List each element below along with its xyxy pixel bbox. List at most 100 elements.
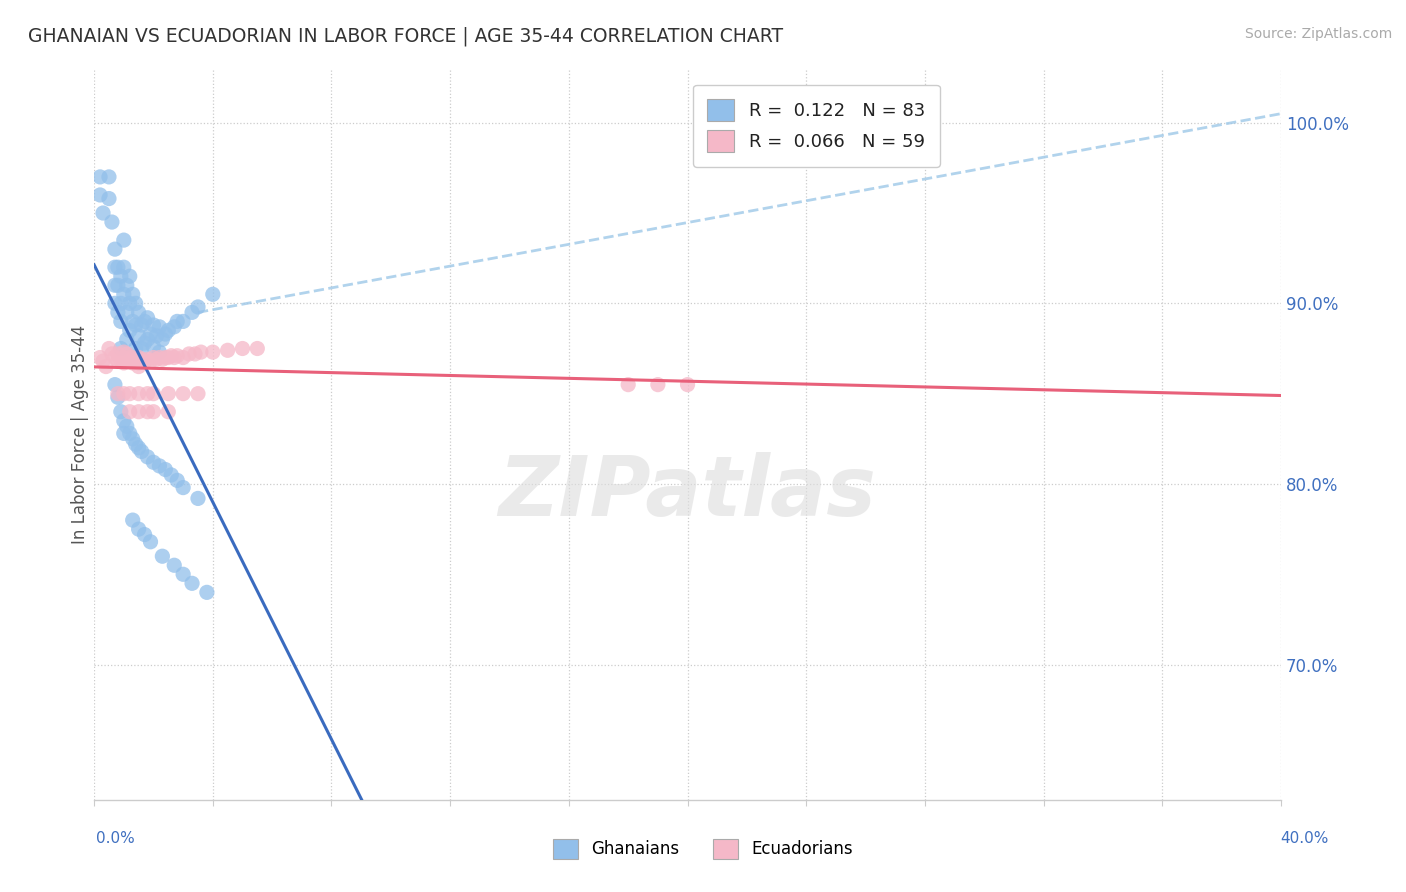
Point [157,323,180,337]
Point [201,287,224,301]
Point [121,287,143,301]
Point [115,347,138,361]
Text: 0.0%: 0.0% [96,831,135,847]
Point [128,522,150,536]
Point [217,343,239,358]
Point [118,351,141,365]
Point [124,342,146,356]
Y-axis label: In Labor Force | Age 35-44: In Labor Force | Age 35-44 [72,325,89,544]
Point [110,269,132,284]
Point [118,296,141,310]
Point [142,340,165,354]
Point [131,318,153,332]
Point [112,233,135,247]
Point [163,319,186,334]
Point [107,260,129,275]
Point [110,354,132,368]
Point [107,354,129,368]
Point [166,314,188,328]
Point [97,342,120,356]
Point [187,491,209,506]
Point [142,405,165,419]
Point [107,386,129,401]
Point [97,192,120,206]
Point [172,481,194,495]
Point [134,354,156,368]
Point [131,342,153,356]
Point [118,323,141,337]
Legend: Ghanaians, Ecuadorians: Ghanaians, Ecuadorians [547,832,859,866]
Point [187,386,209,401]
Point [172,351,194,365]
Point [157,386,180,401]
Point [136,310,159,325]
Point [163,351,186,365]
Point [136,352,159,367]
Point [155,351,177,365]
Point [139,354,162,368]
Point [157,351,180,365]
Point [124,296,146,310]
Legend: R =  0.122   N = 83, R =  0.066   N = 59: R = 0.122 N = 83, R = 0.066 N = 59 [693,85,939,167]
Point [676,377,699,392]
Point [107,278,129,293]
Point [121,356,143,370]
Point [172,567,194,582]
Point [124,318,146,332]
Point [142,318,165,332]
Point [124,437,146,451]
Point [150,333,173,347]
Point [124,352,146,367]
Point [647,377,669,392]
Point [112,260,135,275]
Point [121,432,143,446]
Point [177,347,200,361]
Point [104,351,127,365]
Point [97,169,120,184]
Point [155,326,177,341]
Point [160,467,183,482]
Point [115,419,138,434]
Point [134,527,156,541]
Point [89,351,111,365]
Point [115,278,138,293]
Point [231,342,253,356]
Point [110,342,132,356]
Point [181,305,204,319]
Point [148,351,170,365]
Point [89,169,111,184]
Point [115,305,138,319]
Point [131,352,153,367]
Point [172,386,194,401]
Text: 40.0%: 40.0% [1281,831,1329,847]
Point [101,347,124,361]
Point [128,305,150,319]
Point [136,386,159,401]
Point [112,287,135,301]
Point [121,314,143,328]
Point [148,319,170,334]
Point [104,260,127,275]
Point [112,356,135,370]
Point [139,326,162,341]
Point [145,352,167,367]
Point [121,513,143,527]
Point [150,352,173,367]
Point [121,351,143,365]
Point [145,329,167,343]
Point [184,347,207,361]
Point [172,314,194,328]
Point [128,351,150,365]
Point [134,336,156,351]
Point [134,314,156,328]
Point [157,405,180,419]
Point [110,405,132,419]
Point [142,386,165,401]
Point [131,444,153,458]
Point [166,349,188,363]
Point [115,354,138,368]
Point [166,474,188,488]
Text: GHANAIAN VS ECUADORIAN IN LABOR FORCE | AGE 35-44 CORRELATION CHART: GHANAIAN VS ECUADORIAN IN LABOR FORCE | … [28,27,783,46]
Point [136,405,159,419]
Point [136,333,159,347]
